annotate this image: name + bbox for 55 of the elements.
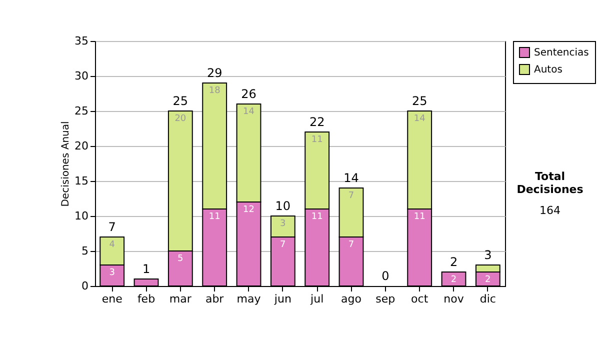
total-label: 25 [172, 94, 188, 108]
x-tick-label: dic [480, 292, 496, 306]
x-tick-label: abr [205, 292, 224, 306]
data-label: 3 [109, 268, 115, 278]
x-tick-label: mar [169, 292, 192, 306]
data-label: 18 [208, 86, 221, 96]
y-tick-label: 15 [74, 174, 88, 188]
data-label: 2 [450, 275, 457, 285]
total-label: 25 [412, 94, 428, 108]
x-tick-label: sep [376, 292, 396, 306]
x-tick-label: oct [411, 292, 429, 306]
data-label: 11 [414, 212, 426, 222]
data-label: 11 [311, 135, 323, 145]
data-label: 14 [243, 107, 255, 117]
x-tick-label: ene [102, 292, 123, 306]
data-label: 4 [109, 240, 116, 250]
total-label: 29 [206, 66, 222, 80]
total-label: 10 [275, 199, 291, 213]
x-tick-label: ago [341, 292, 362, 306]
y-tick-label: 20 [74, 140, 88, 152]
legend-label: Autos [534, 64, 562, 76]
data-label: 11 [311, 212, 323, 222]
data-label: 7 [348, 240, 354, 250]
data-label: 7 [280, 240, 286, 250]
text: 164 [538, 204, 562, 217]
text: Total Decisiones [516, 170, 584, 196]
data-label: 2 [485, 275, 491, 285]
y-tick-label: 25 [74, 104, 88, 118]
x-tick-label: feb [137, 292, 156, 306]
data-label: 14 [414, 114, 426, 124]
data-label: 7 [348, 191, 354, 201]
y-tick-label: 30 [74, 70, 88, 82]
data-label: 11 [208, 212, 220, 222]
x-tick-label: may [236, 292, 262, 306]
data-label: 20 [174, 114, 186, 124]
total-label: 3 [484, 248, 492, 262]
total-label: 1 [142, 262, 150, 276]
y-tick-label: 5 [82, 244, 88, 258]
x-tick-label: jun [273, 292, 292, 306]
data-label: 5 [178, 254, 184, 264]
data-label: 12 [243, 205, 254, 215]
legend-label: Sentencias [534, 48, 589, 58]
total-label: 26 [241, 87, 256, 101]
x-tick-label: nov [444, 292, 464, 306]
y-axis-title: Decisiones Anual [60, 121, 72, 207]
total-label: 22 [309, 115, 325, 129]
total-label: 0 [382, 269, 390, 283]
total-label: 7 [108, 220, 116, 234]
y-tick-label: 0 [82, 280, 88, 292]
total-label: 2 [450, 255, 458, 269]
y-tick-label: 10 [74, 210, 88, 222]
y-tick-label: 35 [74, 34, 88, 48]
x-tick-label: jul [310, 292, 324, 306]
total-label: 14 [344, 171, 359, 185]
data-label: 3 [280, 219, 286, 229]
